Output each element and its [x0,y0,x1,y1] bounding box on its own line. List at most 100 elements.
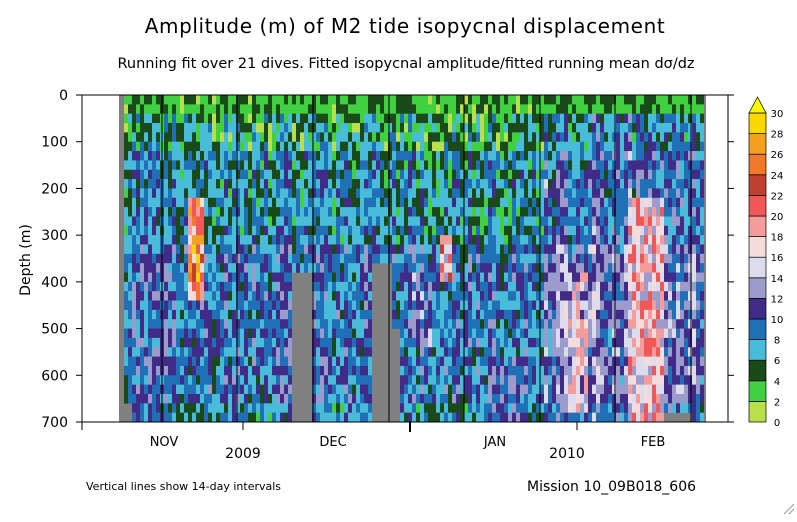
heatmap-cell [660,188,664,199]
resize-grip-icon[interactable] [783,503,795,515]
heatmap-cell [388,95,392,105]
heatmap-cell [624,216,628,227]
heatmap-cell [600,319,604,329]
heatmap-cell [480,169,484,180]
heatmap-cell [568,272,572,283]
heatmap-cell [556,291,560,301]
heatmap-cell [632,337,636,348]
heatmap-cell [404,104,408,114]
heatmap-cell [644,263,648,273]
heatmap-cell [516,104,520,114]
heatmap-cell [256,300,260,311]
heatmap-cell [220,384,224,395]
heatmap-cell [344,356,348,367]
heatmap-cell [672,365,676,376]
heatmap-cell [444,253,448,264]
heatmap-cell [568,179,572,189]
heatmap-cell [568,235,572,245]
heatmap-cell [460,141,464,152]
heatmap-cell [456,179,460,189]
heatmap-cell [464,179,468,189]
heatmap-cell [552,132,556,143]
heatmap-cell [544,403,548,413]
heatmap-cell [560,188,564,199]
heatmap-cell [344,225,348,236]
heatmap-cell [612,403,616,413]
heatmap-cell [332,95,336,105]
heatmap-cell [320,300,324,311]
heatmap-cell [532,95,536,105]
heatmap-cell [484,328,488,339]
heatmap-cell [192,188,196,199]
heatmap-cell [624,253,628,264]
heatmap-cell [188,300,192,311]
heatmap-cell [132,281,136,292]
heatmap-cell [608,319,612,329]
heatmap-cell [208,160,212,171]
heatmap-cell [168,300,172,311]
heatmap-cell [540,393,544,404]
heatmap-cell [320,403,324,413]
heatmap-cell [612,347,616,357]
heatmap-cell [316,319,320,329]
heatmap-cell [676,179,680,189]
heatmap-cell [464,225,468,236]
heatmap-cell [156,272,160,283]
heatmap-cell [380,160,384,171]
heatmap-cell [548,188,552,199]
heatmap-cell [536,319,540,329]
heatmap-cell [156,216,160,227]
heatmap-cell [456,337,460,348]
heatmap-cell [428,403,432,413]
heatmap-cell [416,225,420,236]
heatmap-cell [400,375,404,385]
heatmap-cell [220,160,224,171]
heatmap-cell [244,197,248,208]
heatmap-cell [280,104,284,114]
heatmap-cell [320,263,324,273]
heatmap-cell [436,95,440,105]
heatmap-cell [528,216,532,227]
heatmap-cell [272,104,276,114]
heatmap-cell [488,263,492,273]
heatmap-cell [436,356,440,367]
heatmap-cell [532,319,536,329]
heatmap-cell [148,365,152,376]
heatmap-cell [588,375,592,385]
heatmap-cell [156,291,160,301]
heatmap-cell [360,151,364,161]
heatmap-cell [164,328,168,339]
heatmap-cell [180,160,184,171]
heatmap-cell [480,151,484,161]
heatmap-cell [204,375,208,385]
heatmap-cell [428,141,432,152]
heatmap-cell [624,132,628,143]
heatmap-cell [404,151,408,161]
heatmap-cell [216,347,220,357]
heatmap-cell [340,365,344,376]
heatmap-cell [544,365,548,376]
heatmap-cell [456,365,460,376]
heatmap-cell [644,272,648,283]
heatmap-cell [576,328,580,339]
heatmap-cell [260,169,264,180]
heatmap-cell [248,281,252,292]
heatmap-cell [244,300,248,311]
heatmap-cell [524,207,528,217]
heatmap-cell [408,225,412,236]
heatmap-cell [188,216,192,227]
heatmap-cell [620,384,624,395]
heatmap-cell [520,263,524,273]
heatmap-cell [348,384,352,395]
heatmap-cell [520,188,524,199]
heatmap-cell [580,319,584,329]
heatmap-cell [600,272,604,283]
heatmap-cell [384,113,388,124]
heatmap-cell [408,253,412,264]
heatmap-cell [212,207,216,217]
heatmap-cell [408,347,412,357]
heatmap-cell [476,169,480,180]
heatmap-cell [600,235,604,245]
heatmap-cell [612,132,616,143]
heatmap-cell [344,253,348,264]
